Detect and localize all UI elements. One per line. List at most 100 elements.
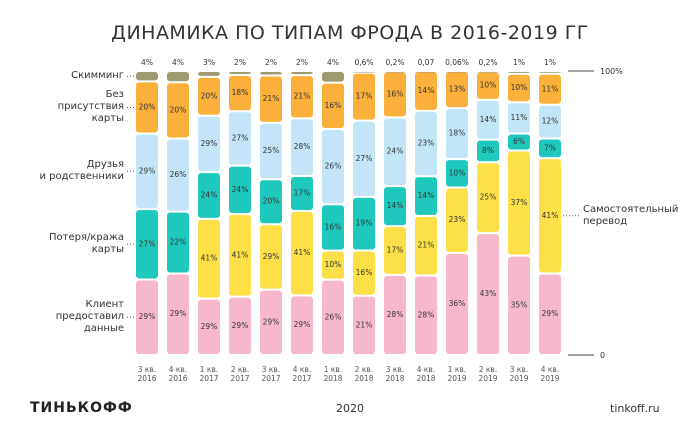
data-label: 35% [511,300,528,309]
data-label: 26% [325,162,342,171]
data-label: 24% [232,185,249,194]
data-label: 2% [265,58,277,67]
data-label: 0,07 [418,58,435,67]
x-tick-label: 3 кв. 2017 [261,365,281,383]
data-label: 3% [203,58,215,67]
bar-segment [291,211,313,295]
bar-segment [477,72,499,73]
data-label: 29% [542,309,559,318]
bar-segment [136,82,158,133]
data-label: 19% [356,219,373,228]
bar-segment [508,74,530,102]
chart-title: ДИНАМИКА ПО ТИПАМ ФРОДА В 2016-2019 ГГ [111,22,589,44]
bar-segment [415,216,437,275]
data-label: 10% [480,81,497,90]
data-label: 41% [294,248,311,257]
data-label: 29% [139,312,156,321]
bar-segment [446,160,468,187]
data-label: 23% [418,139,435,148]
data-label: 0,6% [354,58,373,67]
data-label: 29% [139,166,156,175]
data-label: 24% [387,147,404,156]
bar-segment [136,210,158,279]
bar-segment [229,166,251,214]
x-tick-label: 3 кв. 2016 [137,365,157,383]
bar-segment [322,83,344,128]
bar-segment [539,139,561,158]
bar-segment [508,72,530,73]
y-tick-label: 0 [600,350,606,360]
y-tick-label: 100% [600,66,623,76]
x-tick-label: 2 кв. 2019 [478,365,498,383]
data-label: 17% [294,188,311,197]
bar-segment [477,140,499,162]
bar-segment [260,225,282,289]
data-label: 4% [141,58,153,67]
data-label: 25% [263,146,280,155]
x-tick-label: 4 кв. 2018 [416,365,436,383]
bar-segment [477,163,499,233]
bar-segment [477,100,499,139]
bar-segment [167,139,189,211]
bar-segment [539,159,561,273]
bar-segment [229,297,251,354]
data-label: 36% [449,299,466,308]
legend-label: Друзья и родственники [39,159,124,183]
bar-segment [322,280,344,354]
data-label: 10% [325,260,342,269]
bar-segment [508,256,530,354]
bar-segment [322,251,344,279]
bar-segment [229,76,251,111]
bar-segment [136,72,158,81]
data-label: 29% [201,322,218,331]
bar-segment [477,234,499,354]
bar-segment [260,180,282,224]
data-label: 11% [542,84,559,93]
data-label: 0,2% [478,58,497,67]
bar-segment [322,72,344,82]
x-tick-label: 2 кв. 2018 [354,365,374,383]
data-label: 21% [294,92,311,101]
bar-segment [229,112,251,165]
data-label: 28% [387,310,404,319]
data-label: 24% [201,190,218,199]
data-label: 1% [513,58,525,67]
bar-segment [415,72,437,73]
data-label: 12% [542,117,559,126]
bar-segment [167,212,189,273]
data-label: 29% [263,317,280,326]
data-label: 16% [387,89,404,98]
year: 2020 [336,402,364,415]
data-label: 20% [263,197,280,206]
data-label: 37% [511,198,528,207]
bar-segment [415,111,437,176]
bar-segment [291,176,313,210]
data-label: 23% [449,215,466,224]
data-label: 8% [482,146,494,155]
bar-segment [384,118,406,186]
bar-segment [136,134,158,209]
bar-segment [508,151,530,255]
bar-segment [353,72,375,73]
bar-segment [291,296,313,354]
data-label: 20% [201,91,218,100]
bar-segment [322,129,344,204]
bar-segment [384,227,406,274]
data-label: 14% [418,191,435,200]
data-label: 4% [172,58,184,67]
data-label: 29% [263,252,280,261]
data-label: 28% [418,310,435,319]
bar-segment [415,72,437,110]
data-label: 17% [387,246,404,255]
bar-segment [167,274,189,354]
x-tick-label: 4 кв. 2019 [540,365,560,383]
bar-segment [260,123,282,179]
data-label: 25% [480,193,497,202]
data-label: 13% [449,85,466,94]
bar-segment [167,72,189,82]
bar-segment [446,72,468,108]
bar-segment [198,72,220,76]
legend-label: Без присутствия карты [57,89,124,125]
data-label: 27% [139,239,156,248]
